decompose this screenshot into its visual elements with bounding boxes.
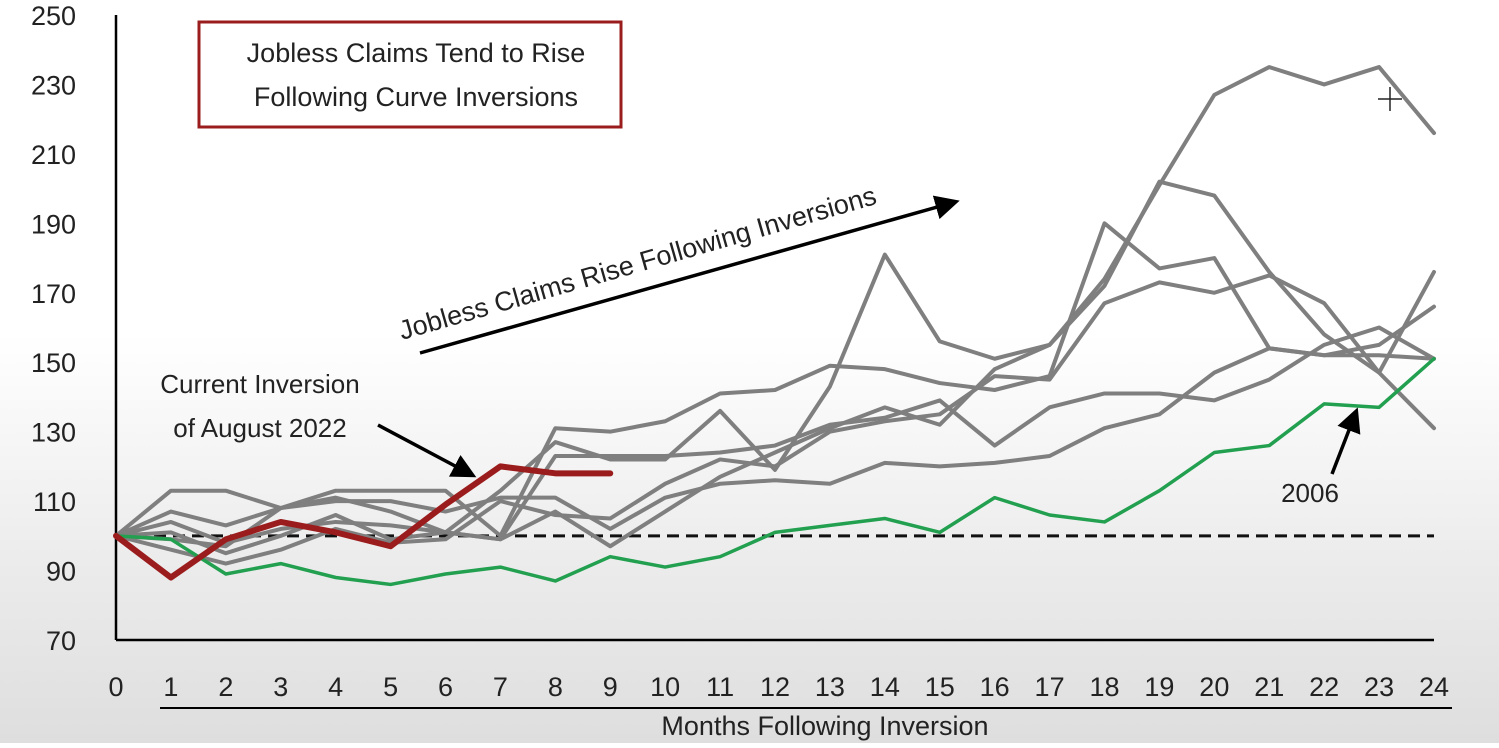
x-tick-label: 0	[108, 672, 123, 702]
x-tick-label: 1	[163, 672, 178, 702]
x-tick-label: 2	[218, 672, 233, 702]
x-tick-label: 4	[328, 672, 343, 702]
current-inversion-label-line-1: Current Inversion	[160, 369, 359, 399]
x-tick-label: 23	[1364, 672, 1394, 702]
current-inversion-arrow	[377, 423, 477, 478]
x-tick-label: 15	[925, 672, 955, 702]
y-tick-label: 210	[31, 140, 76, 170]
series-line-historical-5	[114, 269, 1436, 566]
y-tick-label: 90	[46, 557, 76, 587]
y-tick-label: 110	[33, 487, 76, 517]
series-line-historical-4	[114, 325, 1436, 545]
title-box	[197, 20, 623, 129]
x-tick-label: 17	[1035, 672, 1065, 702]
series-line-2006	[114, 357, 1436, 587]
x-tick-label: 14	[870, 672, 900, 702]
x-tick-label: 5	[383, 672, 398, 702]
trend-annotation: Jobless Claims Rise Following Inversions	[395, 180, 879, 345]
x-tick-label: 18	[1089, 672, 1119, 702]
x-tick-label: 10	[650, 672, 680, 702]
x-tick-label: 8	[548, 672, 563, 702]
x-tick-label: 3	[273, 672, 288, 702]
y-tick-label: 130	[31, 418, 76, 448]
arrow-2006	[1330, 407, 1361, 475]
y-tick-label: 150	[31, 348, 76, 378]
series-line-historical-3	[114, 65, 1436, 556]
crosshair-cursor-icon	[1378, 87, 1402, 111]
series-line-historical-6	[114, 304, 1436, 549]
current-inversion-label-line-2: of August 2022	[173, 413, 346, 443]
chart-title-line-2: Following Curve Inversions	[254, 82, 578, 112]
series-line-current-inversion	[113, 463, 614, 581]
series-line-historical-2	[114, 179, 1436, 538]
x-axis-title: Months Following Inversion	[661, 711, 988, 741]
x-tick-label: 20	[1199, 672, 1229, 702]
y-tick-label: 250	[31, 1, 76, 31]
x-tick-label: 24	[1419, 672, 1449, 702]
x-tick-label: 13	[815, 672, 845, 702]
x-tick-label: 16	[980, 672, 1010, 702]
y-tick-label: 170	[31, 279, 76, 309]
y-tick-label: 190	[31, 209, 76, 239]
x-tick-label: 9	[603, 672, 618, 702]
chart-title-line-1: Jobless Claims Tend to Rise	[247, 38, 586, 68]
x-tick-label: 6	[438, 672, 453, 702]
x-tick-label: 7	[493, 672, 508, 702]
x-axis-tick-labels: 0 1 2 3 4 5 6 7 8 9 10 11 12 13 14 15 16 17 18 19 20 21 22 23 24	[108, 672, 1449, 702]
x-tick-label: 21	[1254, 672, 1284, 702]
y-tick-label: 70	[46, 626, 76, 656]
x-tick-label: 11	[706, 672, 734, 702]
series-line-historical-1	[114, 221, 1436, 538]
trend-arrow	[419, 195, 960, 355]
x-tick-label: 19	[1144, 672, 1174, 702]
x-tick-label: 12	[760, 672, 790, 702]
label-2006: 2006	[1281, 478, 1339, 508]
x-tick-label: 22	[1309, 672, 1339, 702]
y-axis-tick-labels: 70 90 110 130 150 170 190 210 230 250	[31, 1, 76, 656]
series-lines	[113, 65, 1436, 587]
y-tick-label: 230	[31, 70, 76, 100]
